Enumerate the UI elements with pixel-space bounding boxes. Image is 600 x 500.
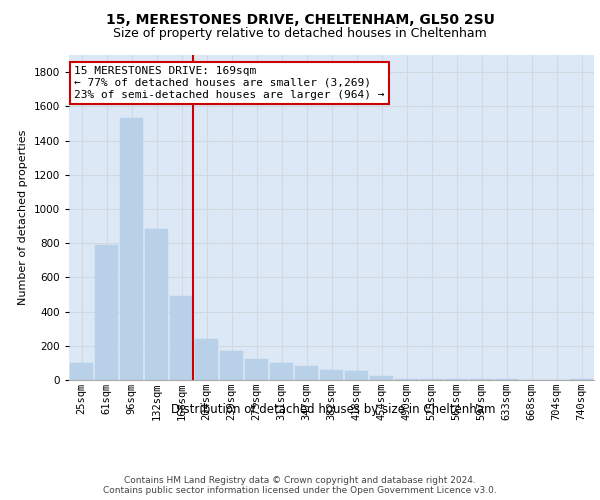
Bar bbox=[370, 376, 393, 380]
Bar bbox=[320, 370, 343, 380]
Bar bbox=[295, 366, 318, 380]
Bar bbox=[220, 351, 243, 380]
Text: Size of property relative to detached houses in Cheltenham: Size of property relative to detached ho… bbox=[113, 28, 487, 40]
Bar bbox=[95, 245, 118, 380]
Bar bbox=[145, 230, 168, 380]
Bar bbox=[445, 379, 468, 380]
Bar bbox=[470, 379, 493, 380]
Bar bbox=[570, 378, 593, 380]
Bar bbox=[120, 118, 143, 380]
Bar bbox=[270, 363, 293, 380]
Bar bbox=[495, 379, 518, 380]
Bar bbox=[345, 372, 368, 380]
Bar bbox=[420, 379, 443, 380]
Y-axis label: Number of detached properties: Number of detached properties bbox=[18, 130, 28, 305]
Text: 15, MERESTONES DRIVE, CHELTENHAM, GL50 2SU: 15, MERESTONES DRIVE, CHELTENHAM, GL50 2… bbox=[106, 12, 494, 26]
Text: 15 MERESTONES DRIVE: 169sqm
← 77% of detached houses are smaller (3,269)
23% of : 15 MERESTONES DRIVE: 169sqm ← 77% of det… bbox=[74, 66, 385, 100]
Text: Distribution of detached houses by size in Cheltenham: Distribution of detached houses by size … bbox=[171, 402, 495, 415]
Bar bbox=[70, 363, 93, 380]
Bar bbox=[395, 378, 418, 380]
Bar bbox=[195, 339, 218, 380]
Bar bbox=[170, 296, 193, 380]
Text: Contains HM Land Registry data © Crown copyright and database right 2024.
Contai: Contains HM Land Registry data © Crown c… bbox=[103, 476, 497, 495]
Bar bbox=[245, 358, 268, 380]
